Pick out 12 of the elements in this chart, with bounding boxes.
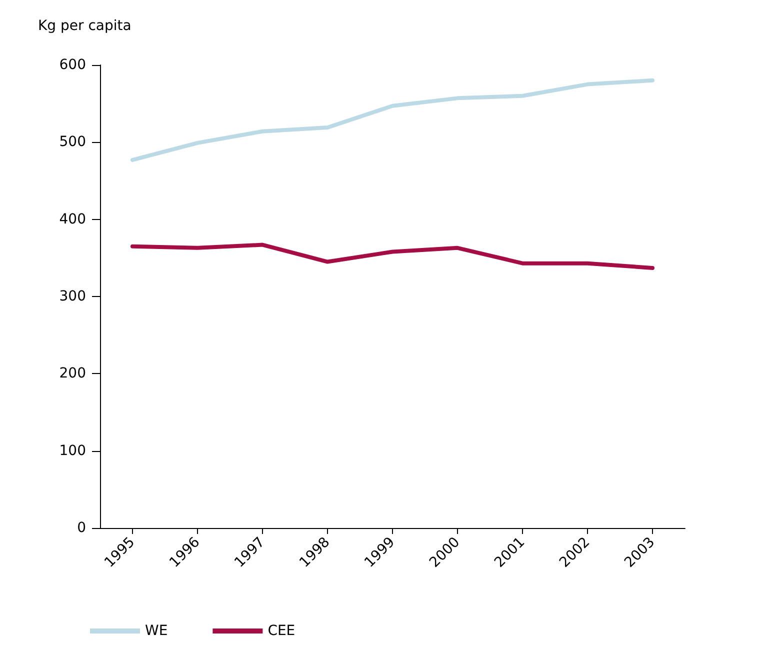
y-tick-label: 100 xyxy=(59,442,86,459)
line-series xyxy=(130,242,654,270)
line-series xyxy=(130,78,654,162)
y-tick-label: 600 xyxy=(59,57,86,73)
legend-label: CEE xyxy=(268,623,296,639)
y-tick-label: 200 xyxy=(59,366,86,382)
y-tick-label: 400 xyxy=(59,211,86,228)
y-axis-title: Kg per capita xyxy=(38,18,132,34)
y-tick-label: 500 xyxy=(59,134,86,150)
legend-label: WE xyxy=(145,623,168,639)
y-tick-label: 0 xyxy=(77,520,86,536)
y-tick-label: 300 xyxy=(59,288,86,304)
